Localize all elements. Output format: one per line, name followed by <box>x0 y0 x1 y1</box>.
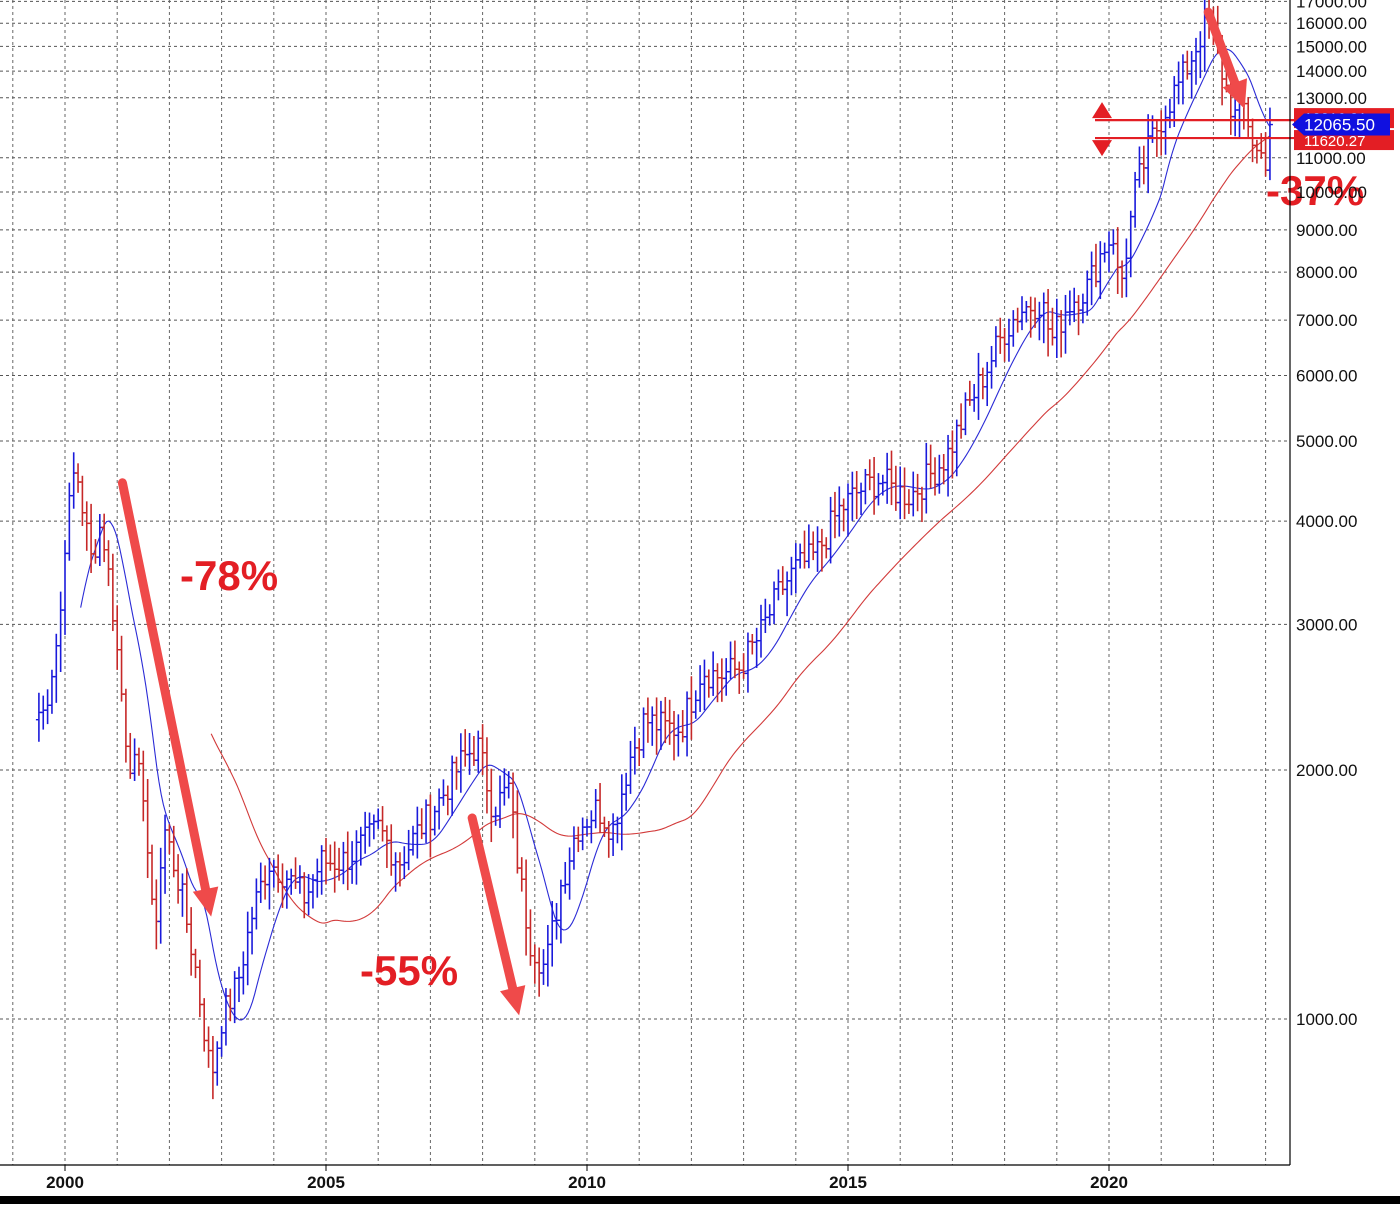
level-up-arrow <box>1092 102 1112 119</box>
level-price-label: 11620.27 <box>1304 133 1365 150</box>
drawdown-arrow <box>117 478 219 917</box>
y-tick-label: 17000.00 <box>1296 0 1367 11</box>
y-tick-label: 10000.00 <box>1296 183 1367 202</box>
drawdown-annotations: -78% -55% -37% <box>117 7 1364 1016</box>
y-tick-label: 14000.00 <box>1296 62 1367 81</box>
y-tick-label: 9000.00 <box>1296 221 1357 240</box>
y-tick-label: 4000.00 <box>1296 512 1357 531</box>
x-tick-label: 2000 <box>46 1173 84 1192</box>
drawdown-label: -55% <box>360 947 458 994</box>
y-tick-label: 8000.00 <box>1296 263 1357 282</box>
y-tick-label: 6000.00 <box>1296 366 1357 385</box>
drawdown-label: -78% <box>180 552 278 599</box>
drawdown-arrow <box>467 813 526 1016</box>
y-tick-label: 15000.00 <box>1296 37 1367 56</box>
level-down-arrow <box>1092 140 1112 157</box>
long-moving-average-line <box>210 135 1271 924</box>
current-price-tag <box>1292 113 1390 136</box>
x-tick-label: 2015 <box>829 1173 867 1192</box>
y-tick-label: 13000.00 <box>1296 89 1367 108</box>
y-tick-label: 2000.00 <box>1296 761 1357 780</box>
y-tick-label: 16000.00 <box>1296 14 1367 33</box>
grid-lines <box>0 0 1290 1165</box>
moving-averages <box>80 48 1271 1021</box>
x-tick-label: 2005 <box>307 1173 345 1192</box>
y-tick-label: 3000.00 <box>1296 615 1357 634</box>
drawdown-label: -37% <box>1266 167 1364 214</box>
x-tick-label: 2010 <box>568 1173 606 1192</box>
drawdown-arrow <box>1203 7 1247 109</box>
x-tick-label: 2020 <box>1090 1173 1128 1192</box>
y-tick-label: 7000.00 <box>1296 311 1357 330</box>
current-price-label: 12065.50 <box>1304 116 1375 135</box>
short-moving-average-line <box>80 48 1271 1021</box>
y-tick-label: 1000.00 <box>1296 1010 1357 1029</box>
bottom-bar <box>0 1196 1400 1204</box>
y-tick-label: 11000.00 <box>1296 149 1366 168</box>
price-bars <box>35 0 1273 1100</box>
y-tick-label: 5000.00 <box>1296 432 1357 451</box>
